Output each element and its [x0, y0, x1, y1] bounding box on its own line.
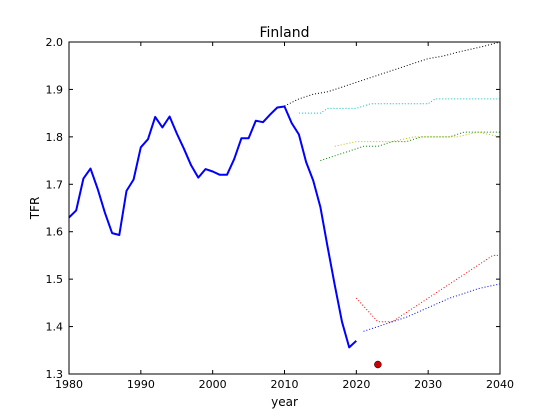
- x-tick-label: 2030: [414, 378, 442, 391]
- series-layer: [68, 41, 501, 349]
- y-tick-label: 1.3: [46, 368, 64, 381]
- projection-line-2: [298, 98, 500, 114]
- data-point-0: [374, 360, 382, 369]
- projection-line-4: [334, 131, 501, 147]
- x-tick-label: 1990: [127, 378, 155, 391]
- y-tick-label: 1.8: [46, 131, 64, 144]
- y-tick-label: 1.5: [46, 273, 64, 286]
- x-tick-label: 2010: [271, 378, 299, 391]
- x-tick-label: 2020: [342, 378, 370, 391]
- x-tick-label: 1980: [55, 378, 83, 391]
- plot-frame: [68, 41, 501, 375]
- projection-line-6: [363, 283, 501, 332]
- y-tick-label: 1.7: [46, 178, 64, 191]
- chart-title: Finland: [259, 25, 309, 41]
- y-tick-label: 1.4: [46, 321, 64, 334]
- y-tick-label: 1.9: [46, 83, 64, 96]
- y-tick-label: 2.0: [46, 36, 64, 49]
- y-axis-label: TFR: [28, 197, 42, 221]
- ticks-layer: 1980 1990 2000 2010 2020 2030 2040 1.3 1.4 1.5 1.6…: [46, 36, 515, 391]
- x-axis-label: year: [271, 395, 298, 409]
- points-layer: [374, 360, 382, 369]
- observed-line-0: [68, 105, 357, 349]
- projection-line-3: [320, 131, 500, 162]
- projection-line-1: [284, 41, 501, 107]
- y-tick-label: 1.6: [46, 226, 64, 239]
- x-tick-label: 2040: [486, 378, 514, 391]
- projection-line-5: [355, 254, 500, 323]
- x-tick-label: 2000: [199, 378, 227, 391]
